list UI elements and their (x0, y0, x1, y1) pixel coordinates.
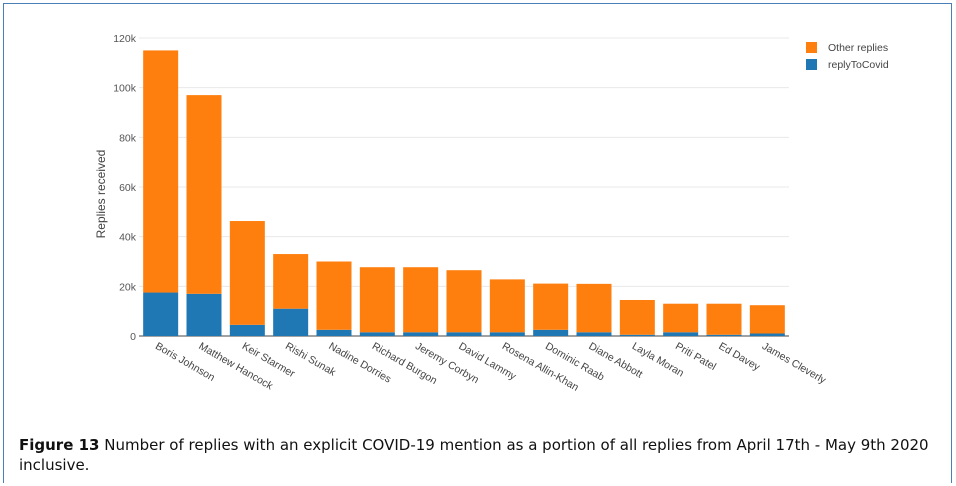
bar-replytocovid (359, 332, 395, 336)
y-tick-label: 40k (119, 232, 137, 244)
bar-other-replies (186, 95, 222, 294)
y-tick-label: 80k (119, 132, 137, 144)
bar-replytocovid (229, 324, 265, 336)
bar-replytocovid (663, 332, 699, 336)
bar-other-replies (576, 283, 612, 333)
bar-replytocovid (576, 332, 612, 336)
bar-replytocovid (706, 334, 742, 336)
x-category-label: James Cleverly (760, 340, 829, 387)
figure-caption: Figure 13 Number of replies with an expl… (19, 435, 944, 475)
bar-other-replies (143, 50, 179, 293)
bar-other-replies (706, 303, 742, 335)
bar-other-replies (316, 261, 352, 330)
legend-label: Other replies (828, 42, 888, 54)
bar-replytocovid (446, 332, 482, 336)
bar-other-replies (446, 270, 482, 333)
stacked-bar-chart: 0 20k 40k 60k 80k 100k 120k Replies received B… (94, 33, 889, 394)
bar-replytocovid (186, 293, 222, 336)
bar-replytocovid (273, 308, 309, 336)
caption-text: Number of replies with an explicit COVID… (19, 436, 929, 474)
bar-other-replies (663, 303, 699, 333)
y-tick-label: 120k (113, 33, 137, 45)
legend-label: replyToCovid (828, 59, 889, 71)
y-axis-label: Replies received (94, 150, 108, 239)
bar-other-replies (749, 305, 785, 334)
figure-frame: 0 20k 40k 60k 80k 100k 120k Replies received B… (3, 3, 952, 483)
bar-replytocovid (403, 332, 439, 336)
bar-other-replies (403, 267, 439, 333)
x-category-label: Rosena Allin-Khan (500, 340, 581, 394)
bar-replytocovid (489, 332, 525, 336)
bar-replytocovid (316, 329, 352, 336)
caption-label: Figure 13 (19, 436, 100, 454)
bar-replytocovid (533, 329, 569, 336)
bar-other-replies (533, 283, 569, 330)
bar-other-replies (359, 267, 395, 333)
bar-replytocovid (619, 334, 655, 336)
bar-replytocovid (143, 292, 179, 336)
legend: Other replies replyToCovid (806, 42, 889, 71)
y-tick-label: 100k (113, 83, 137, 95)
bar-other-replies (619, 299, 655, 335)
bar-other-replies (229, 221, 265, 325)
x-category-label: Matthew Hancock (197, 340, 276, 392)
x-category-label: Ed Davey (717, 340, 763, 374)
bars (143, 50, 785, 336)
y-tick-label: 0 (130, 331, 136, 343)
bar-other-replies (489, 279, 525, 333)
y-tick-label: 60k (119, 182, 137, 194)
y-tick-label: 20k (119, 281, 137, 293)
bar-other-replies (273, 254, 309, 309)
legend-swatch (806, 59, 817, 70)
legend-swatch (806, 42, 817, 53)
y-axis-ticks: 0 20k 40k 60k 80k 100k 120k (113, 33, 137, 343)
bar-replytocovid (749, 333, 785, 336)
